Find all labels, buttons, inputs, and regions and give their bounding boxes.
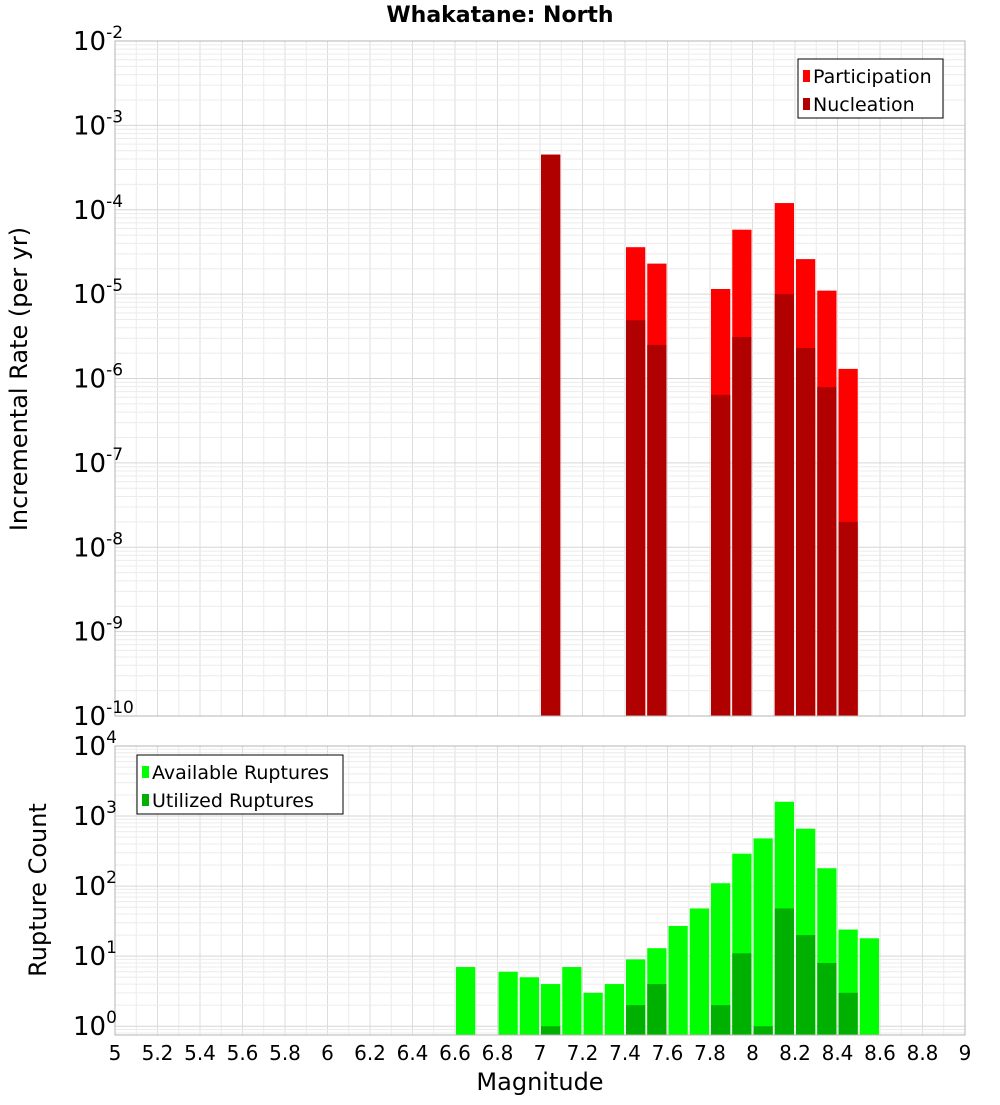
y-tick-label: 10-8 [73, 529, 123, 563]
bar-available-ruptures [519, 977, 539, 1035]
bottom-plot-y-tick-labels: 104 103 102 101 100 [73, 728, 117, 1042]
bar-available-ruptures [583, 992, 603, 1035]
bar-nucleation [626, 320, 646, 716]
x-tick-label: 5.4 [184, 1041, 216, 1065]
bar-utilized-ruptures [626, 1005, 646, 1035]
x-tick-label: 6.8 [482, 1041, 514, 1065]
legend-swatch [142, 794, 149, 806]
y-tick-label: 104 [73, 728, 117, 762]
bar-nucleation [541, 154, 561, 716]
bar-available-ruptures [859, 938, 879, 1035]
y-tick-label: 100 [73, 1008, 117, 1042]
y-tick-label: 10-9 [73, 614, 123, 648]
bar-available-ruptures [668, 925, 688, 1035]
x-tick-label: 6.2 [354, 1041, 386, 1065]
bar-available-ruptures [456, 967, 476, 1035]
bar-available-ruptures [541, 984, 561, 1035]
x-tick-label: 6.4 [397, 1041, 429, 1065]
bar-nucleation [711, 394, 731, 716]
bar-utilized-ruptures [774, 908, 794, 1035]
legend-entry-label: Participation [813, 66, 932, 88]
x-tick-label: 6 [321, 1041, 334, 1065]
y-tick-label: 10-7 [73, 445, 123, 479]
legend-entry-label: Nucleation [813, 94, 915, 116]
legend-box [136, 754, 344, 815]
bottom-y-axis-label: Rupture Count [24, 803, 52, 977]
legend-entry-label: Utilized Ruptures [152, 790, 314, 812]
y-tick-label: 10-10 [73, 698, 134, 732]
y-tick-label: 10-5 [73, 276, 123, 310]
x-axis-tick-labels: 5 5.2 5.4 5.6 5.8 6 6.2 6.4 6.6 6.8 7 7.2 7.4 7.6 7.8 8… [109, 1041, 972, 1065]
bar-utilized-ruptures [817, 962, 837, 1035]
bar-utilized-ruptures [732, 953, 752, 1035]
top-plot-frame [114, 40, 966, 717]
y-tick-label: 103 [73, 798, 117, 832]
y-tick-label: 10-4 [73, 192, 123, 226]
x-tick-label: 5.2 [142, 1041, 174, 1065]
legend-swatch [142, 766, 149, 778]
x-tick-label: 5.6 [227, 1041, 259, 1065]
x-axis-label: Magnitude [476, 1068, 603, 1096]
bottom-plot-bars [456, 801, 879, 1035]
bar-utilized-ruptures [541, 1026, 561, 1035]
chart-title: Whakatane: North [386, 3, 613, 28]
bottom-plot-frame [114, 745, 966, 1036]
y-tick-label: 10-3 [73, 107, 123, 141]
x-tick-label: 7.8 [694, 1041, 726, 1065]
y-tick-label: 10-6 [73, 361, 123, 395]
x-tick-label: 8.2 [779, 1041, 811, 1065]
x-tick-label: 7.6 [652, 1041, 684, 1065]
bar-nucleation [838, 521, 858, 716]
legend-swatch [803, 98, 810, 110]
bar-utilized-ruptures [838, 992, 858, 1035]
x-tick-label: 9 [959, 1041, 972, 1065]
bar-nucleation [817, 387, 837, 716]
x-tick-label: 7.2 [567, 1041, 599, 1065]
x-tick-label: 8.6 [864, 1041, 896, 1065]
bar-nucleation [647, 344, 667, 716]
x-tick-label: 5.8 [269, 1041, 301, 1065]
legend-entry-label: Available Ruptures [152, 762, 329, 784]
bottom-plot-legend: Available Ruptures Utilized Ruptures [136, 754, 344, 815]
bar-utilized-ruptures [796, 935, 816, 1035]
x-tick-label: 7 [534, 1041, 547, 1065]
top-plot-gridlines [114, 41, 966, 717]
x-tick-label: 8.4 [822, 1041, 854, 1065]
bar-utilized-ruptures [711, 1005, 731, 1035]
top-plot-legend: Participation Nucleation [797, 58, 944, 119]
y-tick-label: 10-2 [73, 23, 123, 57]
y-tick-label: 101 [73, 938, 117, 972]
bar-nucleation [774, 294, 794, 716]
bar-available-ruptures [711, 883, 731, 1035]
bar-available-ruptures [604, 984, 624, 1035]
x-tick-label: 7.4 [609, 1041, 641, 1065]
x-tick-label: 8 [746, 1041, 759, 1065]
top-plot-bars [541, 154, 858, 717]
bar-available-ruptures [498, 971, 518, 1035]
legend-box [797, 58, 944, 119]
bar-available-ruptures [753, 838, 773, 1035]
top-plot-y-tick-labels: 10-2 10-3 10-4 10-5 10-6 10-7 10-8 10-9 10-10 [73, 23, 134, 732]
bar-utilized-ruptures [647, 984, 667, 1035]
y-tick-label: 102 [73, 868, 117, 902]
bar-available-ruptures [562, 967, 582, 1035]
x-tick-label: 8.8 [907, 1041, 939, 1065]
bar-nucleation [732, 337, 752, 716]
top-y-axis-label: Incremental Rate (per yr) [5, 227, 33, 531]
x-tick-label: 5 [109, 1041, 122, 1065]
legend-swatch [803, 70, 810, 82]
bar-nucleation [796, 347, 816, 716]
x-tick-label: 6.6 [439, 1041, 471, 1065]
bar-utilized-ruptures [753, 1026, 773, 1035]
bar-available-ruptures [689, 908, 709, 1035]
